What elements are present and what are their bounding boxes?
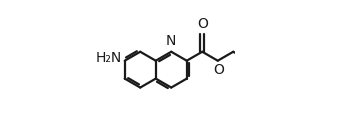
Text: O: O (197, 17, 208, 31)
Text: H₂N: H₂N (95, 51, 121, 65)
Text: N: N (166, 34, 176, 48)
Text: O: O (214, 63, 224, 77)
